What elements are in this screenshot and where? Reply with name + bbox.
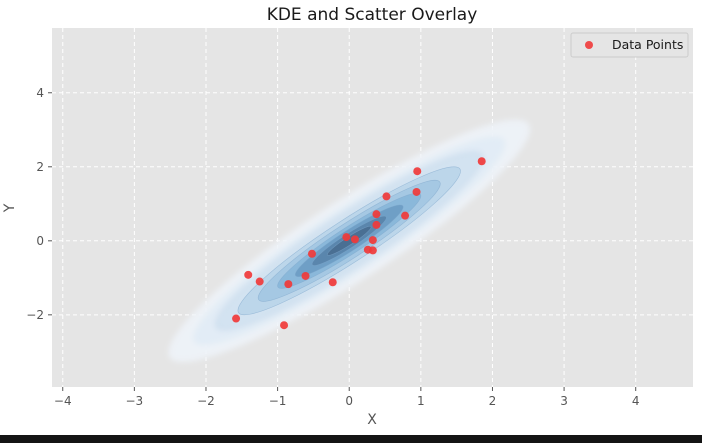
kde-density (168, 119, 531, 363)
x-tick-label: 0 (345, 394, 353, 408)
data-point (413, 167, 422, 176)
x-tick-label: −2 (197, 394, 215, 408)
x-axis-ticks: −4 −3 −2 −1 0 1 2 3 4 (54, 387, 640, 408)
data-point (232, 314, 241, 323)
legend: Data Points (570, 32, 689, 58)
data-point (382, 192, 391, 201)
window-bottom-bar (0, 435, 702, 443)
data-point (372, 220, 381, 229)
x-tick-label: 3 (560, 394, 568, 408)
y-tick-label: 0 (36, 234, 44, 248)
data-point (328, 278, 337, 287)
y-axis-ticks: −2 0 2 4 (26, 86, 52, 322)
data-point (412, 187, 421, 196)
data-point (368, 236, 377, 245)
data-point (368, 246, 377, 255)
data-point (372, 210, 381, 219)
data-point (255, 277, 264, 286)
y-tick-label: 2 (36, 160, 44, 174)
y-tick-label: 4 (36, 86, 44, 100)
x-tick-label: 4 (632, 394, 640, 408)
x-tick-label: 1 (417, 394, 425, 408)
data-point (244, 270, 253, 279)
grid (52, 28, 693, 387)
legend-label: Data Points (612, 37, 683, 52)
x-tick-label: −1 (269, 394, 287, 408)
data-point (301, 271, 310, 280)
x-axis-label: X (367, 412, 377, 428)
data-point (401, 211, 410, 220)
data-point (342, 233, 351, 242)
y-axis-label: Y (2, 203, 18, 213)
x-tick-label: 2 (489, 394, 497, 408)
y-tick-label: −2 (26, 308, 44, 322)
chart-title: KDE and Scatter Overlay (267, 5, 478, 25)
data-point (280, 321, 289, 330)
legend-marker (585, 41, 593, 49)
x-tick-label: −3 (126, 394, 144, 408)
x-tick-label: −4 (54, 394, 72, 408)
data-point (477, 157, 486, 166)
data-point (284, 280, 293, 289)
scatter-points (232, 157, 486, 330)
data-point (350, 235, 359, 244)
legend-box (570, 32, 689, 58)
data-point (307, 249, 316, 258)
